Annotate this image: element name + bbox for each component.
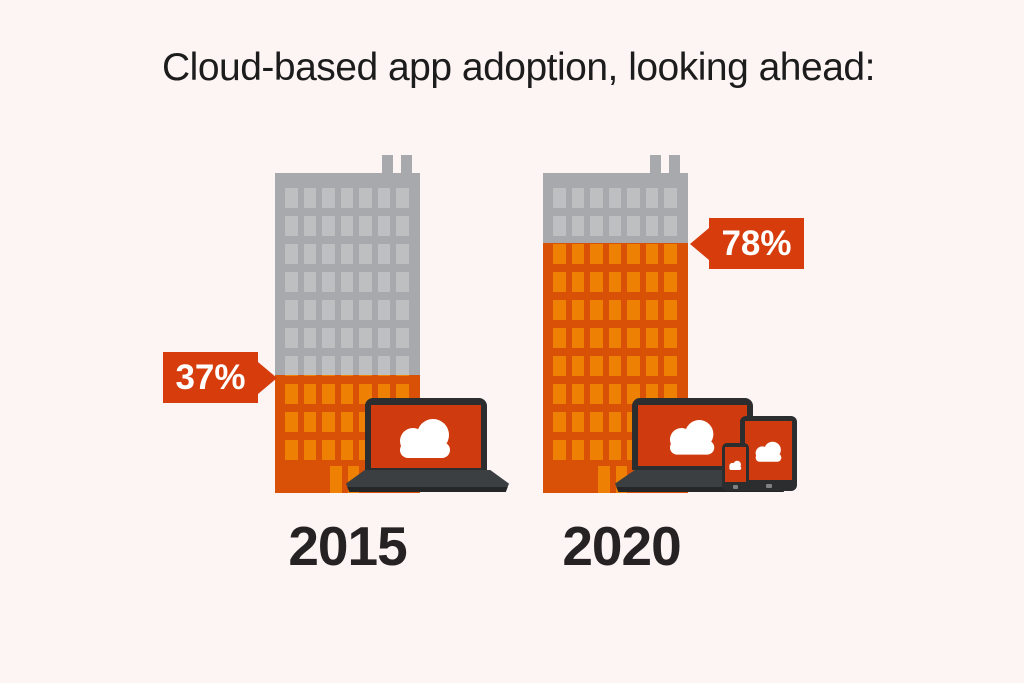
- tablet-icon: [740, 416, 797, 491]
- tablet-screen: [745, 421, 792, 480]
- callout-arrow-left-icon: [690, 227, 709, 260]
- home-button: [765, 484, 772, 488]
- phone-icon: [722, 443, 749, 491]
- year-label-2020: 2020: [562, 515, 681, 577]
- value-callout-2020: 78%: [690, 218, 804, 269]
- value-label-2020: 78%: [709, 218, 804, 269]
- laptop-icon: [346, 398, 509, 492]
- cloud-icon: [669, 419, 714, 455]
- laptop-screen: [371, 405, 481, 468]
- callout-arrow-right-icon: [258, 361, 277, 394]
- chart-title: Cloud-based app adoption, looking ahead:: [162, 46, 875, 89]
- chimney-icon: [669, 155, 680, 175]
- home-button: [733, 485, 738, 489]
- chimney-icon: [401, 155, 412, 175]
- phone-screen: [725, 447, 746, 482]
- value-callout-2015: 37%: [163, 352, 277, 403]
- cloud-icon: [755, 441, 781, 462]
- year-label-2015: 2015: [288, 515, 407, 577]
- chimney-icon: [382, 155, 393, 175]
- cloud-icon: [729, 460, 742, 470]
- value-label-2015: 37%: [163, 352, 258, 403]
- laptop-base: [346, 470, 509, 492]
- laptop-bezel: [365, 398, 487, 472]
- cloud-icon: [400, 418, 450, 458]
- chimney-icon: [650, 155, 661, 175]
